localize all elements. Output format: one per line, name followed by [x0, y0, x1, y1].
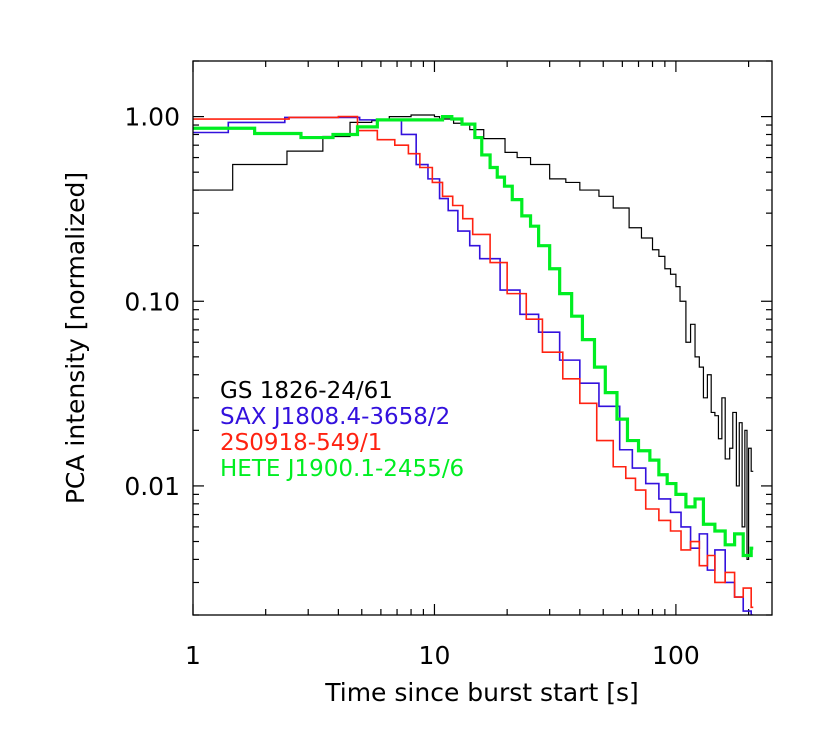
series-line-4 — [193, 114, 754, 558]
x-tick-label: 100 — [652, 641, 700, 670]
y-tick-label: 0.10 — [124, 287, 180, 316]
x-tick-label: 1 — [185, 641, 201, 670]
legend-entry: GS 1826-24/61 — [220, 378, 393, 404]
axis-ticks — [192, 60, 772, 616]
plot-frame — [192, 60, 773, 616]
x-tick-label: 10 — [419, 641, 451, 670]
series-lines — [193, 114, 754, 615]
legend-entry: SAX J1808.4-3658/2 — [220, 404, 450, 430]
y-tick-label: 0.01 — [124, 472, 180, 501]
legend-entry: HETE J1900.1-2455/6 — [220, 456, 464, 482]
x-axis-label: Time since burst start [s] — [324, 678, 639, 707]
tick-labels: 1 10 100 1.00 0.10 0.01 — [124, 103, 699, 670]
series-line-1 — [193, 114, 754, 561]
y-axis-label: PCA intensity [normalized] — [61, 172, 90, 504]
series-line-3 — [193, 115, 754, 609]
legend-entry: 2S0918-549/1 — [220, 430, 382, 456]
series-line-2 — [193, 116, 754, 615]
y-tick-label: 1.00 — [124, 103, 180, 132]
